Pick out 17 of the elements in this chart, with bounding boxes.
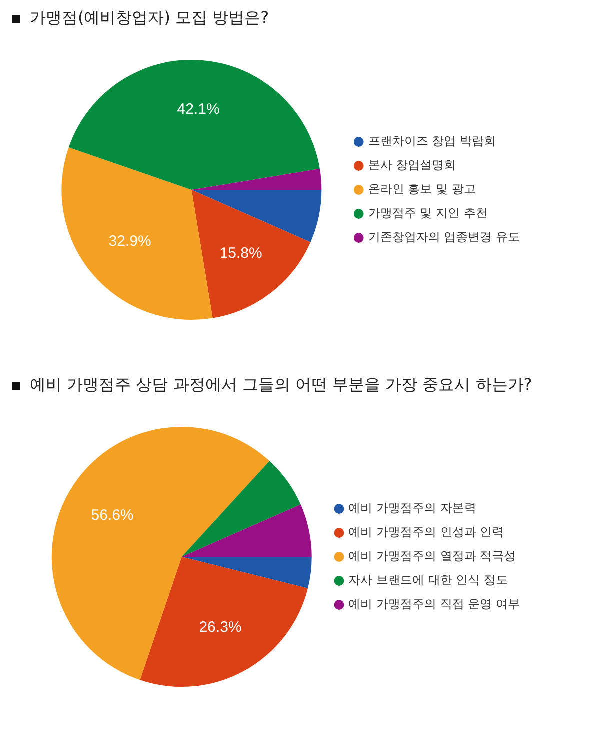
- legend-label: 프랜차이즈 창업 박람회: [368, 134, 496, 148]
- data-label: 42.1%: [177, 100, 220, 118]
- data-label: 32.9%: [108, 233, 152, 250]
- legend-label: 온라인 홍보 및 광고: [368, 182, 476, 196]
- legend-label: 자사 브랜드에 대한 인식 정도: [348, 573, 508, 588]
- legend-label: 예비 가맹점주의 열정과 적극성: [348, 549, 516, 564]
- legend-label: 본사 창업설명회: [368, 158, 456, 172]
- legend-label: 가맹점주 및 지인 추천: [368, 206, 488, 220]
- data-label: 26.3%: [199, 618, 242, 636]
- legend-label: 예비 가맹점주의 직접 운영 여부: [348, 597, 520, 612]
- legend-label: 예비 가맹점주의 인성과 인력: [348, 525, 504, 540]
- data-label: 15.8%: [220, 244, 262, 262]
- data-label: 56.6%: [91, 507, 134, 524]
- chart-title: 예비 가맹점주 상담 과정에서 그들의 어떤 부분을 가장 중요시 하는가?: [30, 375, 532, 396]
- legend-label: 예비 가맹점주의 자본력: [348, 501, 476, 516]
- chart-title: 가맹점(예비창업자) 모집 방법은?: [30, 8, 270, 29]
- legend-label: 기존창업자의 업종변경 유도: [368, 230, 520, 244]
